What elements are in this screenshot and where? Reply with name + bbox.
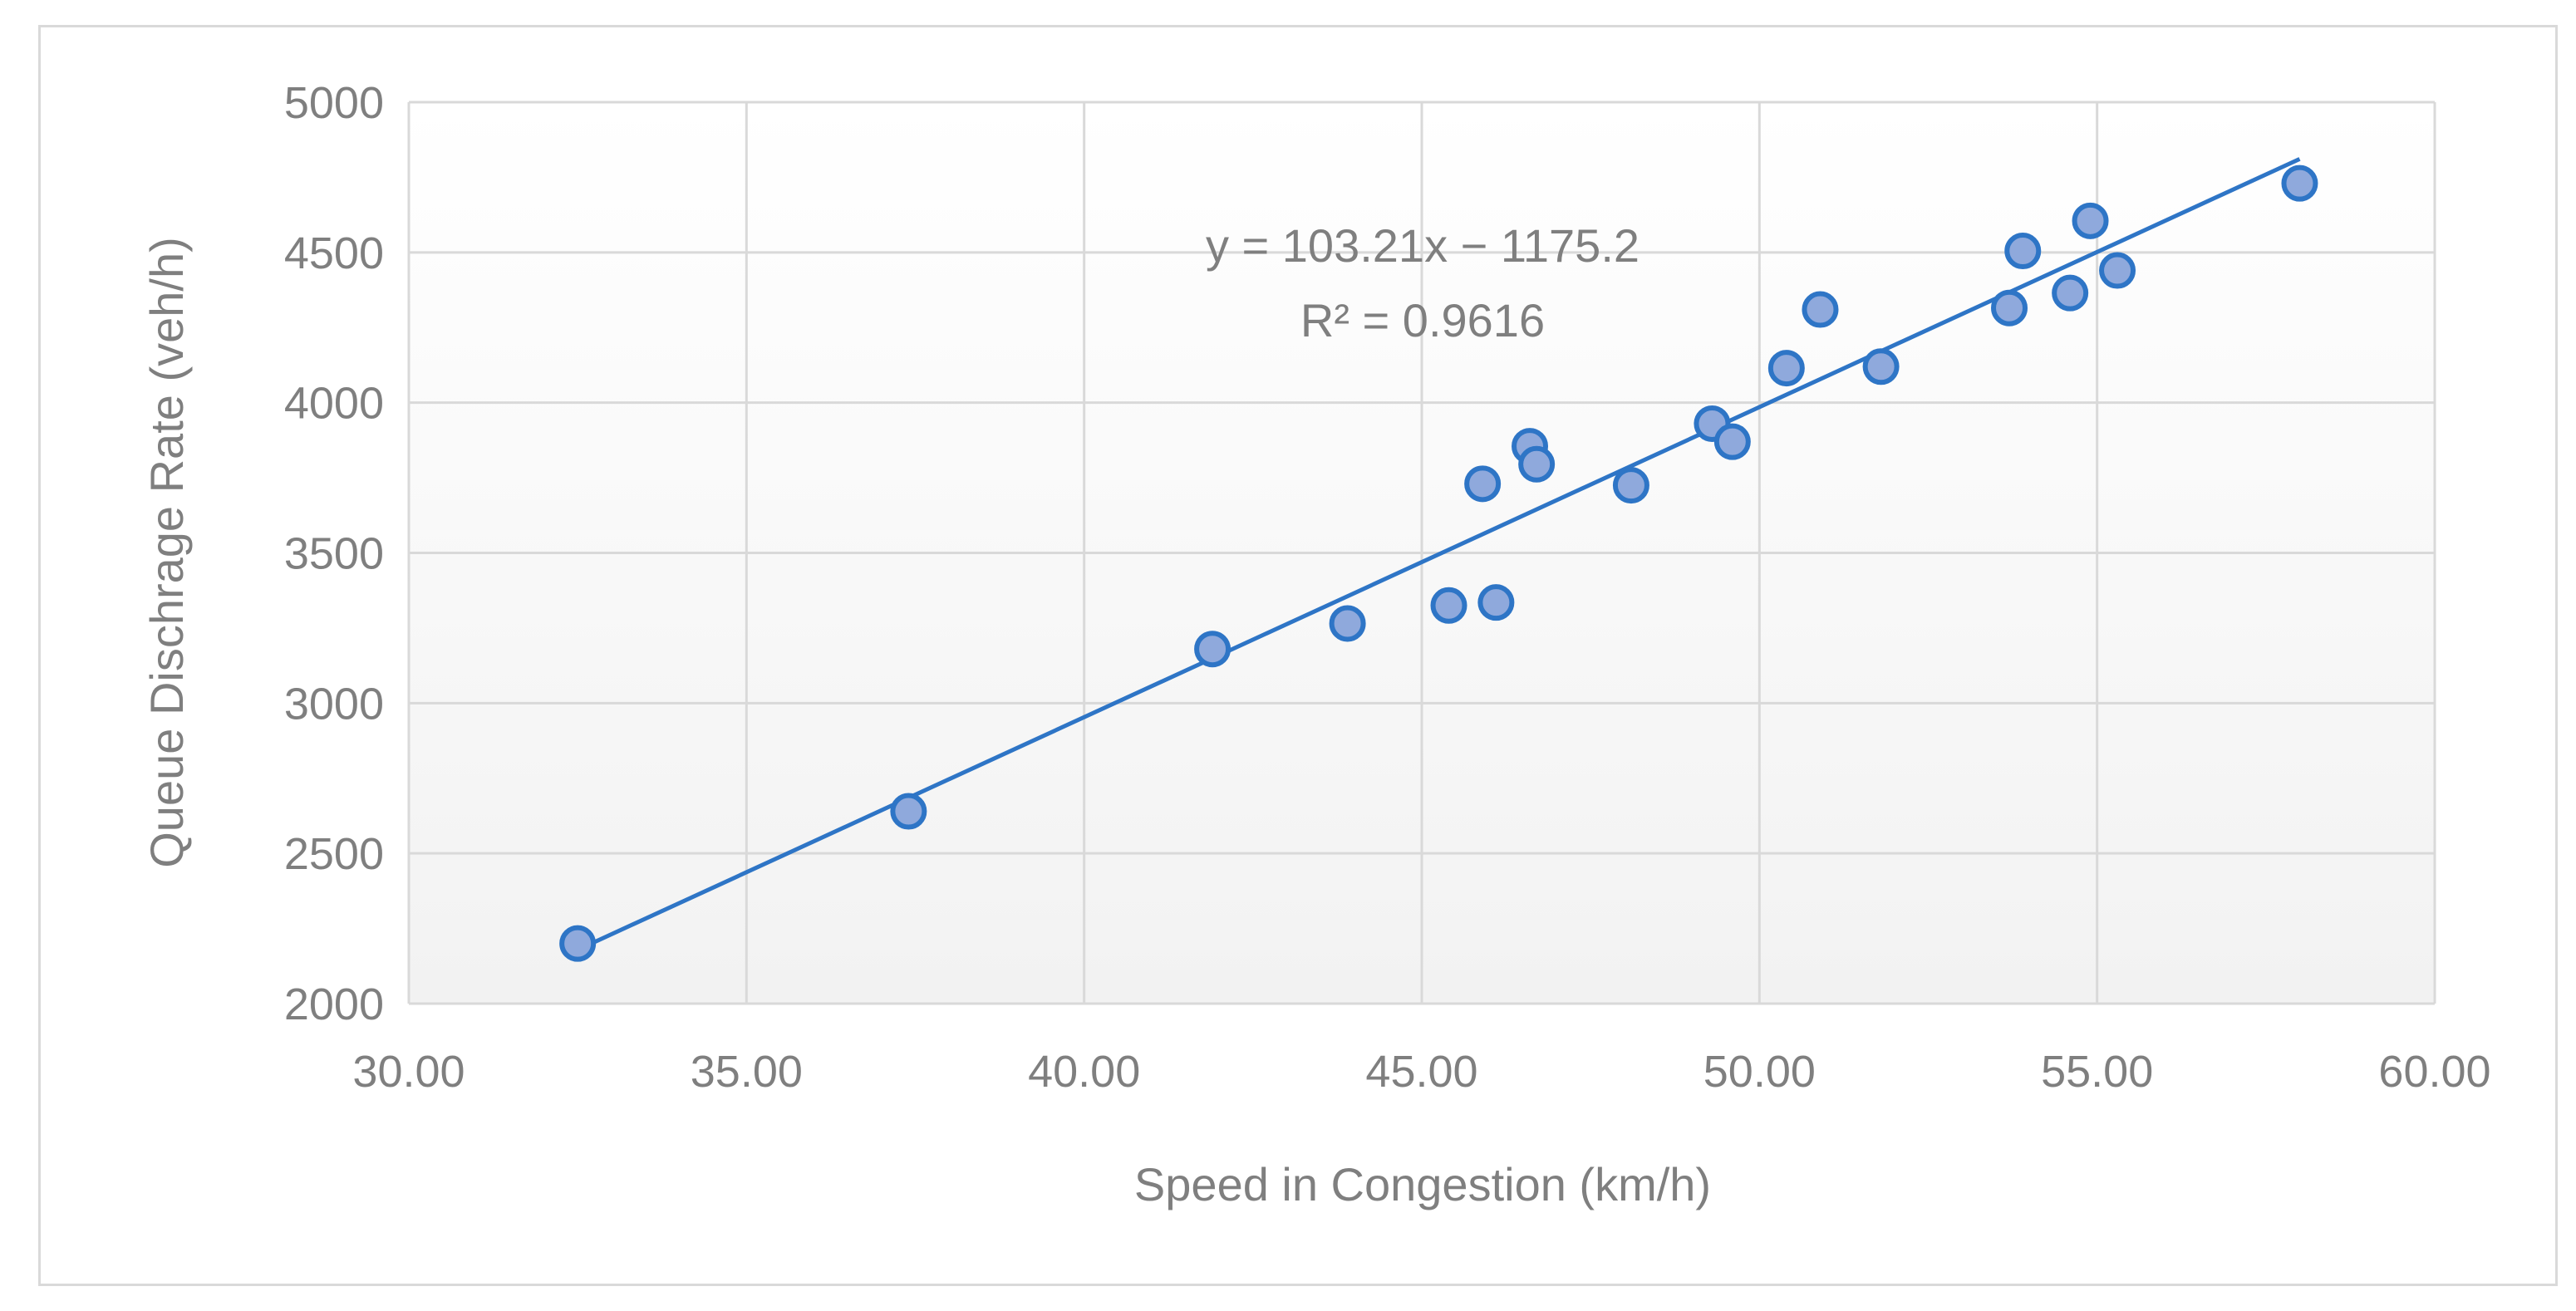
data-point xyxy=(559,925,597,962)
data-point xyxy=(2052,274,2089,312)
data-point xyxy=(2004,233,2042,270)
y-tick-label: 5000 xyxy=(284,78,384,128)
data-point xyxy=(1862,348,1900,385)
x-tick-label: 35.00 xyxy=(691,1047,803,1097)
data-point xyxy=(2281,164,2318,202)
y-tick-label: 4500 xyxy=(284,228,384,278)
x-tick-label: 40.00 xyxy=(1028,1047,1140,1097)
data-point xyxy=(1430,587,1467,624)
x-tick-label: 60.00 xyxy=(2378,1047,2490,1097)
data-point xyxy=(1477,584,1515,621)
data-point xyxy=(1713,423,1751,460)
data-point xyxy=(1329,605,1366,642)
data-point xyxy=(1802,291,1839,328)
data-points xyxy=(559,164,2318,962)
data-point xyxy=(1518,445,1556,483)
y-tick-label: 4000 xyxy=(284,379,384,429)
y-tick-label: 3000 xyxy=(284,679,384,729)
trendline-equation: y = 103.21x − 1175.2 xyxy=(1206,219,1639,272)
trendline-r-squared: R² = 0.9616 xyxy=(1300,294,1545,346)
y-axis-title: Queue Dischrage Rate (veh/h) xyxy=(140,237,193,868)
data-point xyxy=(1991,289,2028,327)
x-axis-title: Speed in Congestion (km/h) xyxy=(1134,1158,1711,1210)
data-point xyxy=(1194,631,1231,668)
x-tick-label: 30.00 xyxy=(352,1047,465,1097)
x-tick-label: 45.00 xyxy=(1365,1047,1477,1097)
data-point xyxy=(890,793,927,830)
y-tick-label: 3500 xyxy=(284,529,384,579)
data-point xyxy=(2072,202,2109,239)
data-point xyxy=(1767,350,1805,387)
x-tick-label: 50.00 xyxy=(1703,1047,1816,1097)
y-axis-ticks: 2000 2500 3000 3500 4000 4500 5000 xyxy=(284,78,384,1029)
y-tick-label: 2000 xyxy=(284,980,384,1029)
y-tick-label: 2500 xyxy=(284,829,384,879)
x-tick-label: 55.00 xyxy=(2041,1047,2153,1097)
data-point xyxy=(2099,252,2136,289)
x-axis-ticks: 30.00 35.00 40.00 45.00 50.00 55.00 60.00 xyxy=(352,1047,2490,1097)
data-point xyxy=(1464,465,1502,503)
data-point xyxy=(1612,467,1649,504)
